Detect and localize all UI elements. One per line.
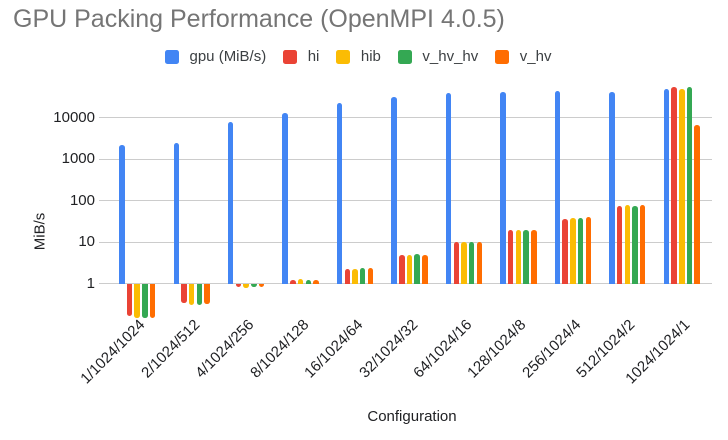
y-tick-label: 1000 (61, 150, 95, 168)
legend-item: hib (336, 48, 381, 65)
legend-label: hi (307, 48, 320, 65)
bar (235, 284, 242, 287)
bar (352, 268, 358, 284)
bar (671, 87, 677, 284)
bar (344, 268, 351, 284)
bar (562, 218, 568, 284)
bar (126, 284, 133, 316)
legend-item: gpu (MiB/s) (165, 48, 266, 65)
gridline (99, 283, 712, 285)
legend-swatch (336, 49, 351, 64)
legend-item: v_hv_hv (397, 48, 479, 65)
legend-swatch (397, 49, 412, 64)
bar (453, 242, 459, 284)
bar (686, 86, 693, 284)
bar (359, 267, 366, 284)
legend-label: v_hv (519, 48, 552, 65)
gridline (99, 200, 712, 202)
bar (336, 102, 343, 284)
legend: gpu (MiB/s) hi hib v_hv_hv v_hv (165, 48, 568, 65)
bar (399, 254, 405, 284)
bar (609, 91, 615, 284)
legend-item: hi (283, 48, 319, 65)
bar (142, 284, 148, 319)
legend-item: v_hv (495, 48, 551, 65)
gridline (99, 117, 712, 119)
legend-swatch (165, 49, 179, 64)
x-tick-label: 16/1024/64 (301, 316, 367, 382)
bar (313, 279, 319, 284)
x-tick-label: 1/1024/1024 (77, 316, 149, 388)
y-tick-label: 1 (86, 274, 95, 292)
bar (531, 229, 537, 284)
bar (251, 284, 257, 288)
y-tick-label: 10000 (53, 108, 95, 126)
gridline (99, 241, 712, 243)
x-tick-label: 2/1024/512 (137, 316, 203, 382)
gridline (99, 158, 712, 160)
bar (694, 125, 700, 284)
x-axis-title: Configuration (367, 408, 457, 425)
bar (422, 254, 428, 284)
x-tick-label: 4/1024/256 (192, 316, 258, 382)
x-tick-label: 512/1024/2 (573, 316, 639, 382)
x-tick-label: 64/1024/16 (410, 316, 476, 382)
bar (258, 284, 265, 288)
bar (663, 89, 670, 284)
x-tick-label: 8/1024/128 (246, 316, 312, 382)
bar (577, 218, 584, 284)
bar (523, 230, 529, 284)
bar (134, 284, 140, 318)
bar (585, 217, 591, 284)
x-tick-label: 1024/1024/1 (622, 316, 694, 388)
bar (632, 205, 638, 284)
bar (196, 284, 203, 306)
bar (391, 97, 397, 284)
y-tick-label: 100 (69, 191, 95, 209)
bar (476, 241, 483, 284)
legend-label: v_hv_hv (422, 48, 479, 65)
bar (554, 90, 561, 284)
bar (297, 278, 304, 284)
bar (616, 206, 623, 284)
bar (305, 280, 312, 284)
legend-swatch (283, 49, 298, 64)
bar (243, 284, 249, 288)
x-tick-label: 128/1024/8 (464, 316, 530, 382)
legend-label: gpu (MiB/s) (189, 48, 267, 65)
bar (461, 242, 467, 284)
bar (414, 253, 420, 284)
bar (500, 91, 506, 284)
bar (119, 144, 125, 284)
bar (679, 88, 685, 284)
bar (149, 284, 156, 318)
legend-swatch (495, 49, 510, 64)
bar (507, 230, 514, 284)
bar (515, 229, 522, 284)
bar (367, 267, 374, 284)
bar (282, 113, 288, 284)
bar (624, 205, 631, 284)
bar (639, 204, 646, 284)
bar (445, 92, 452, 284)
chart-title: GPU Packing Performance (OpenMPI 4.0.5) (13, 5, 505, 33)
bar (570, 217, 576, 284)
bar (406, 254, 413, 284)
x-tick-label: 32/1024/32 (355, 316, 421, 382)
y-tick-label: 10 (78, 233, 95, 251)
y-axis-title: MiB/s (31, 212, 49, 251)
bar (290, 279, 296, 284)
bar (227, 121, 234, 284)
bar (188, 284, 195, 305)
bar (468, 242, 475, 284)
x-tick-label: 256/1024/4 (519, 316, 585, 382)
bar (173, 142, 180, 284)
legend-label: hib (360, 48, 381, 65)
bar (204, 284, 210, 305)
bar (181, 284, 187, 304)
